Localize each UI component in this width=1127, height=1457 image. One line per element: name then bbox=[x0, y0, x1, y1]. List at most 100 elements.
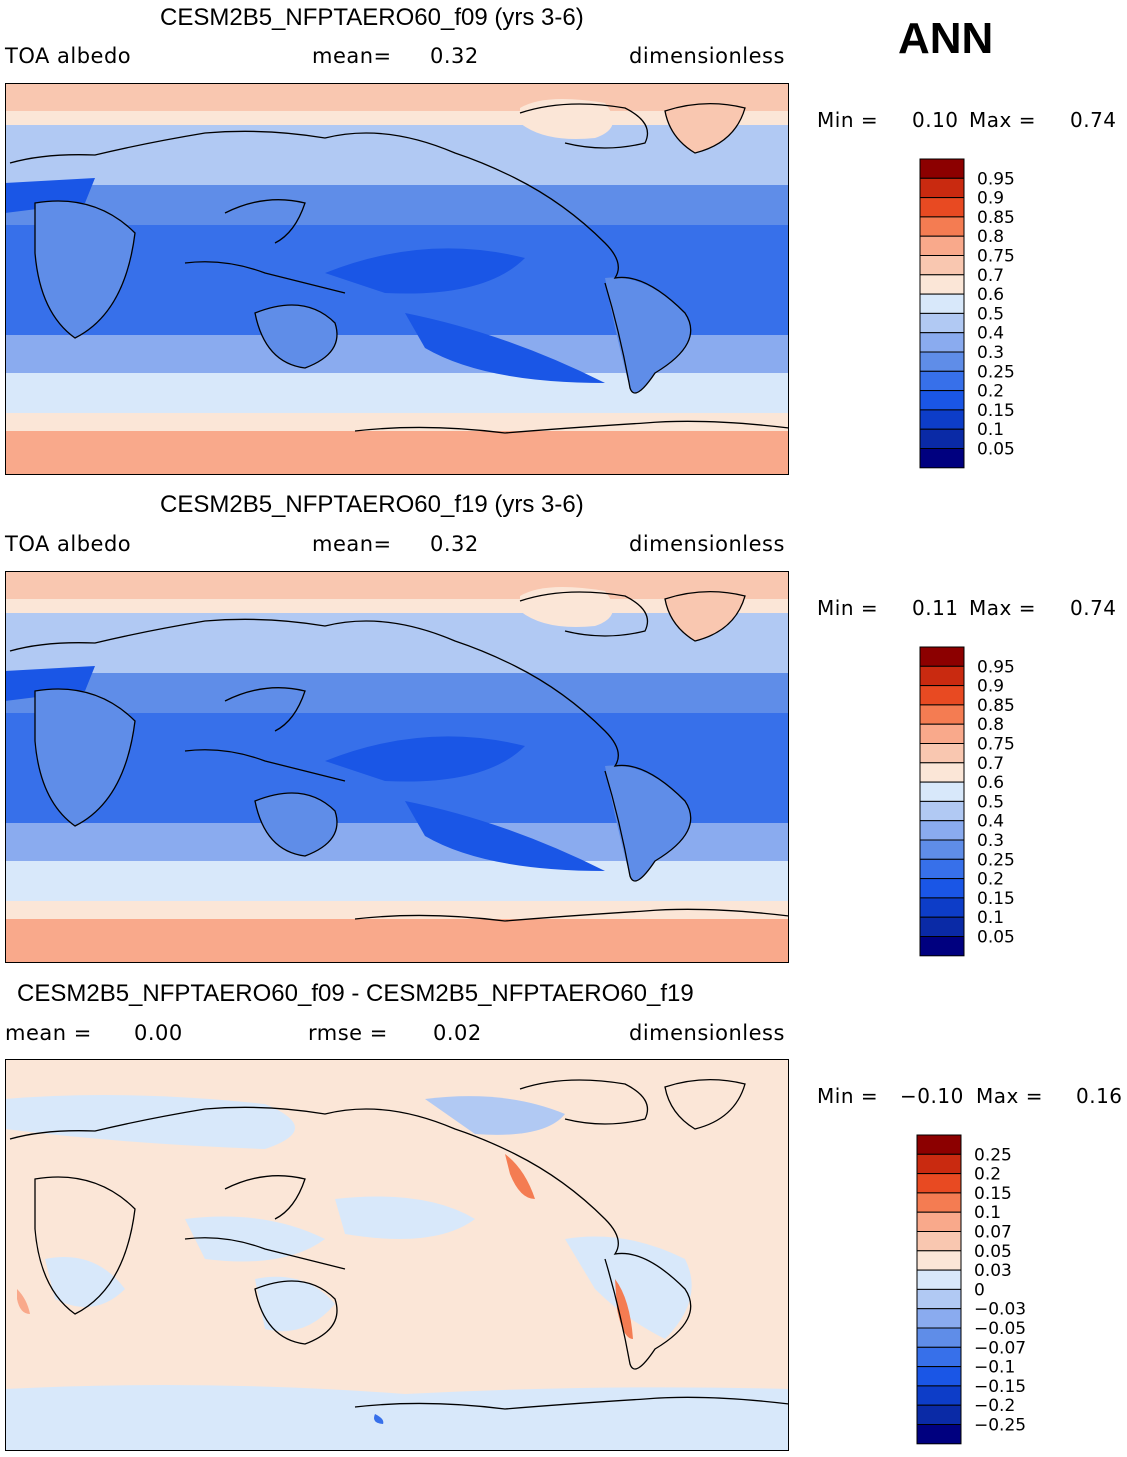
panel-3-map-pos-blob bbox=[17, 1289, 30, 1314]
panel-1-colorbar-tick-label: 0.7 bbox=[977, 266, 1004, 286]
panel-3-colorbar-box bbox=[916, 1250, 962, 1271]
panel-1-map-coastline bbox=[354, 420, 789, 434]
panel-2-map-coastline bbox=[354, 908, 789, 922]
panel-3-map-coastline bbox=[254, 1280, 338, 1345]
panel-2-map-north-midlat-band bbox=[5, 613, 789, 673]
panel-1-colorbar-tick-label: 0.4 bbox=[977, 324, 1004, 344]
panel-2-colorbar: 0.950.90.850.80.750.70.60.50.40.30.250.2… bbox=[919, 646, 1015, 957]
panel-2-min-value: 0.11 bbox=[912, 596, 959, 620]
panel-3-map-coastline bbox=[184, 1237, 346, 1270]
panel-1-colorbar-tick-label: 0.15 bbox=[977, 401, 1015, 421]
panel-3-map-pos-blob bbox=[615, 1279, 633, 1339]
panel-1-variable: TOA albedo bbox=[5, 44, 132, 68]
panel-1-map-coastline bbox=[254, 304, 338, 369]
panel-3-min-value: −0.10 bbox=[900, 1084, 964, 1108]
panel-1-map-coastline bbox=[9, 130, 516, 179]
panel-3-colorbar-tick-label: −0.25 bbox=[974, 1416, 1026, 1436]
panel-3-colorbar-box bbox=[916, 1385, 962, 1406]
panel-1-colorbar-tick-label: 0.2 bbox=[977, 382, 1004, 402]
panel-2-colorbar-tick-label: 0.15 bbox=[977, 889, 1015, 909]
panel-2-variable: TOA albedo bbox=[5, 532, 132, 556]
panel-3-colorbar-box bbox=[916, 1211, 962, 1232]
panel-3-map-neg-blob bbox=[45, 1257, 125, 1307]
panel-3-colorbar-box bbox=[916, 1192, 962, 1213]
panel-2-mean-label: mean= bbox=[312, 532, 392, 556]
panel-1-colorbar-box bbox=[919, 448, 965, 469]
panel-2-map-coastline bbox=[254, 792, 338, 857]
panel-2-colorbar-box bbox=[919, 743, 965, 764]
panel-2-colorbar-tick-label: 0.95 bbox=[977, 657, 1015, 677]
panel-1-max-label: Max = bbox=[969, 108, 1036, 132]
panel-3-map-coastline bbox=[354, 1396, 789, 1410]
panel-2-colorbar-tick-label: 0.5 bbox=[977, 792, 1004, 812]
panel-3-colorbar-tick-label: −0.03 bbox=[974, 1300, 1026, 1320]
panel-3-colorbar-tick-label: 0.25 bbox=[974, 1145, 1012, 1165]
panel-3-map-coastline bbox=[514, 1153, 692, 1370]
panel-1-colorbar-box bbox=[919, 351, 965, 372]
panel-1-map bbox=[5, 83, 789, 475]
panel-1-map-coastline bbox=[664, 103, 746, 154]
panel-2-min-label: Min = bbox=[817, 596, 879, 620]
panel-3-min-label: Min = bbox=[817, 1084, 879, 1108]
panel-2-colorbar-tick-label: 0.1 bbox=[977, 908, 1004, 928]
panel-1-map-north-midlat-band bbox=[5, 125, 789, 185]
panel-3-colorbar-tick-label: −0.1 bbox=[974, 1358, 1015, 1378]
panel-1-min-value: 0.10 bbox=[912, 108, 959, 132]
panel-3-map-coastline bbox=[34, 1176, 136, 1315]
panel-1-map-southern-ocean-band bbox=[5, 373, 789, 413]
panel-1-colorbar-box bbox=[919, 332, 965, 353]
panel-1-colorbar-box bbox=[919, 409, 965, 430]
panel-1-mean-label: mean= bbox=[312, 44, 392, 68]
panel-3-colorbar-box bbox=[916, 1404, 962, 1426]
panel-3-colorbar-tick-label: 0 bbox=[974, 1280, 985, 1300]
panel-2-colorbar-box bbox=[919, 820, 965, 841]
panel-1-units: dimensionless bbox=[629, 44, 785, 68]
panel-1-max-value: 0.74 bbox=[1070, 108, 1117, 132]
panel-1-map-south-america-blob bbox=[605, 277, 691, 393]
panel-3-colorbar-box bbox=[916, 1366, 962, 1387]
panel-2-colorbar-box bbox=[919, 800, 965, 822]
panel-1-colorbar-box bbox=[919, 428, 965, 450]
panel-2-map-greenland-blob bbox=[665, 591, 745, 641]
panel-2-colorbar-tick-label: 0.6 bbox=[977, 773, 1004, 793]
panel-3-colorbar-box bbox=[916, 1173, 962, 1194]
panel-1-map-coastline bbox=[34, 200, 136, 339]
panel-2-colorbar-box bbox=[919, 781, 965, 802]
panel-3-colorbar-box bbox=[916, 1231, 962, 1252]
panel-1-map-south-pacific-dark-blob bbox=[405, 313, 605, 383]
panel-2-map-antarctica-band bbox=[5, 919, 789, 963]
panel-1-colorbar-tick-label: 0.8 bbox=[977, 227, 1004, 247]
panel-2-map-south-america-blob bbox=[605, 765, 691, 881]
panel-3-colorbar: 0.250.20.150.10.070.050.030−0.03−0.05−0.… bbox=[916, 1134, 1026, 1445]
panel-1-colorbar-tick-label: 0.3 bbox=[977, 343, 1004, 363]
panel-2-map-north-subtrop-band bbox=[5, 673, 789, 713]
panel-2-map-coastline bbox=[514, 665, 692, 882]
panel-3-colorbar-tick-label: 0.15 bbox=[974, 1184, 1012, 1204]
panel-2-colorbar-tick-label: 0.85 bbox=[977, 696, 1015, 716]
panel-1-colorbar-box bbox=[919, 274, 965, 295]
panel-2-colorbar-box bbox=[919, 916, 965, 938]
panel-3-map-neg-blob bbox=[255, 1276, 335, 1332]
panel-2-map-pacific-dark-blob bbox=[325, 736, 525, 782]
panel-2-map-arctic-band bbox=[5, 571, 789, 599]
panel-2-colorbar-box bbox=[919, 646, 965, 667]
panel-2-map-canada-arctic-blob bbox=[520, 587, 613, 627]
panel-2-units: dimensionless bbox=[629, 532, 785, 556]
panel-3-max-value: 0.16 bbox=[1076, 1084, 1123, 1108]
panel-3-colorbar-tick-label: −0.15 bbox=[974, 1377, 1026, 1397]
panel-1-colorbar: 0.950.90.850.80.750.70.60.50.40.30.250.2… bbox=[919, 158, 1015, 469]
panel-3-colorbar-box bbox=[916, 1134, 962, 1155]
panel-3-map-neg-spot bbox=[374, 1414, 384, 1424]
panel-3-mean-value: 0.00 bbox=[134, 1021, 183, 1045]
panel-3-rmse-value: 0.02 bbox=[433, 1021, 482, 1045]
panel-1-colorbar-box bbox=[919, 235, 965, 256]
panel-1-mean-value: 0.32 bbox=[430, 44, 479, 68]
panel-2-map-south-pacific-dark-blob bbox=[405, 801, 605, 871]
panel-1-colorbar-tick-label: 0.1 bbox=[977, 420, 1004, 440]
panel-1-colorbar-tick-label: 0.25 bbox=[977, 362, 1015, 382]
panel-3-colorbar-tick-label: 0.05 bbox=[974, 1242, 1012, 1262]
panel-2-colorbar-tick-label: 0.4 bbox=[977, 812, 1004, 832]
panel-1-map-australia-blob bbox=[255, 305, 337, 368]
panel-1-colorbar-tick-label: 0.75 bbox=[977, 247, 1015, 267]
panel-3-map-neg-blob bbox=[335, 1196, 475, 1239]
